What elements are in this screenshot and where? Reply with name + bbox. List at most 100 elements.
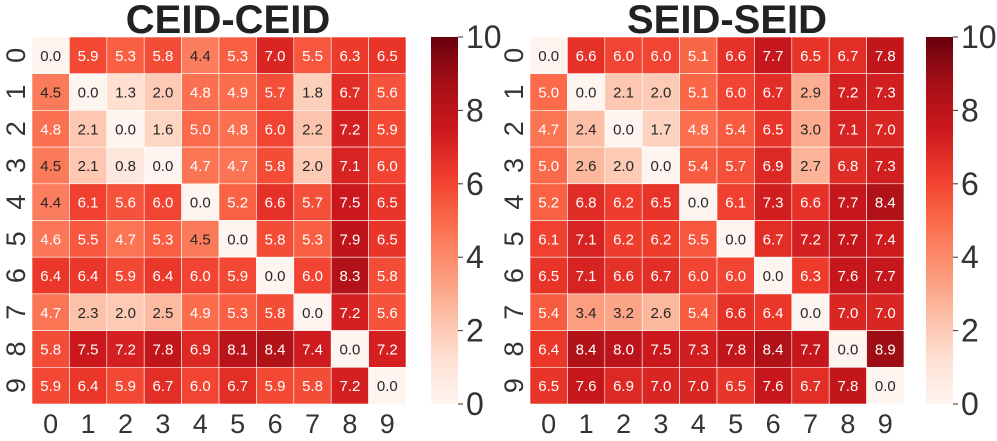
heatmap-cell: [754, 146, 793, 185]
y-tick-label: 3: [1, 158, 31, 173]
cell-value-label: 0.0: [763, 268, 784, 285]
heatmap-cell: [604, 330, 643, 368]
heatmap-cell: [181, 220, 220, 258]
cell-value-label: 8.4: [265, 341, 286, 358]
cell-value-label: 4.9: [190, 305, 211, 322]
cell-value-label: 7.6: [837, 268, 858, 285]
cell-value-label: 7.5: [339, 195, 360, 212]
cell-value-label: 6.0: [725, 85, 746, 102]
y-tick-label: 9: [1, 378, 31, 393]
cell-value-label: 6.5: [377, 231, 398, 248]
cell-value-label: 4.7: [538, 121, 559, 138]
cell-value-label: 7.7: [837, 231, 858, 248]
colorbar-tick-label: 8: [466, 92, 484, 128]
cell-value-label: 8.1: [227, 341, 248, 358]
heatmap-cell: [828, 146, 867, 185]
x-tick-label: 4: [193, 409, 208, 439]
cell-value-label: 7.2: [339, 378, 360, 395]
cell-value-label: 6.0: [265, 121, 286, 138]
heatmap-cell: [293, 330, 332, 368]
cell-value-label: 6.4: [40, 268, 61, 285]
heatmap-cell: [604, 256, 643, 295]
cell-value-label: 6.7: [837, 48, 858, 65]
cell-value-label: 8.9: [875, 341, 896, 358]
colorbar: [431, 37, 458, 404]
heatmap-cell: [604, 73, 643, 111]
heatmap-cell: [368, 146, 407, 185]
cell-value-label: 6.9: [190, 341, 211, 358]
cell-value-label: 7.3: [875, 85, 896, 102]
heatmap-cell: [106, 36, 145, 75]
heatmap-panel-0: CEID-CEID 0.0 5.9 5.3 5.8 4.4 5.3 7.0 5.5 6.3 6.5 4…: [1, 0, 502, 439]
cell-value-label: 6.5: [377, 48, 398, 65]
cell-value-label: 5.3: [227, 305, 248, 322]
heatmap-panel-1: SEID-SEID 0.0 6.6 6.0 6.0 5.1 6.6 7.7 6.5 6.7 7.8 5…: [499, 0, 997, 439]
heatmap-cell: [368, 110, 407, 148]
colorbar-tick-label: 10: [466, 19, 502, 55]
x-tick-label: 8: [840, 409, 855, 439]
cell-value-label: 4.9: [227, 85, 248, 102]
heatmap-cell: [641, 220, 680, 258]
cell-value-label: 0.0: [613, 121, 634, 138]
cell-value-label: 7.0: [875, 121, 896, 138]
cell-value-label: 0.0: [650, 158, 671, 175]
cell-value-label: 0.0: [576, 85, 597, 102]
cell-value-label: 0.0: [800, 305, 821, 322]
cell-value-label: 7.0: [265, 48, 286, 65]
cell-value-label: 5.9: [227, 268, 248, 285]
colorbar-tick-label: 6: [466, 166, 484, 202]
cell-value-label: 4.7: [190, 158, 211, 175]
cell-value-label: 7.1: [339, 158, 360, 175]
heatmap-cell: [716, 220, 755, 258]
cell-value-label: 6.0: [377, 158, 398, 175]
cell-value-label: 6.0: [725, 268, 746, 285]
heatmap-cell: [828, 183, 867, 221]
heatmap-cell: [828, 256, 867, 295]
heatmap-cell: [529, 220, 568, 258]
heatmap-cell: [330, 110, 369, 148]
chart-title: CEID-CEID: [126, 0, 330, 42]
cell-value-label: 6.5: [377, 195, 398, 212]
y-tick-label: 2: [1, 121, 31, 136]
heatmap-cell: [293, 36, 332, 75]
cell-value-label: 2.7: [800, 158, 821, 175]
colorbar-tick-label: 4: [961, 239, 979, 275]
heatmap-cell: [218, 293, 257, 331]
heatmap-cell: [293, 110, 332, 148]
heatmap-cell: [828, 293, 867, 331]
heatmap-cell: [716, 36, 755, 75]
cell-value-label: 6.9: [763, 158, 784, 175]
heatmap-cell: [754, 183, 793, 221]
colorbar: [926, 37, 953, 404]
heatmap-cell: [181, 330, 220, 368]
cell-value-label: 5.0: [538, 85, 559, 102]
cell-value-label: 5.6: [115, 195, 136, 212]
cell-value-label: 5.7: [725, 158, 746, 175]
y-tick-label: 6: [499, 268, 529, 283]
heatmap-cell: [256, 256, 295, 295]
colorbar-tick-label: 8: [961, 92, 979, 128]
x-tick-label: 7: [305, 409, 320, 439]
cell-value-label: 7.3: [688, 341, 709, 358]
cell-value-label: 6.4: [152, 268, 173, 285]
heatmap-cell: [368, 183, 407, 221]
heatmap-cell: [866, 293, 905, 331]
cell-value-label: 4.6: [40, 231, 61, 248]
heatmap-cell: [791, 220, 830, 258]
heatmap-cell: [143, 73, 182, 111]
cell-value-label: 1.3: [115, 85, 136, 102]
cell-value-label: 0.0: [875, 378, 896, 395]
cell-value-label: 5.0: [538, 158, 559, 175]
cell-value-label: 5.8: [40, 341, 61, 358]
cell-value-label: 1.6: [152, 121, 173, 138]
cell-value-label: 6.3: [800, 268, 821, 285]
cell-value-label: 6.7: [650, 268, 671, 285]
heatmap-cell: [330, 220, 369, 258]
heatmap-cell: [293, 183, 332, 221]
heatmap-cell: [256, 293, 295, 331]
cell-value-label: 8.3: [339, 268, 360, 285]
cell-value-label: 6.0: [613, 48, 634, 65]
cell-value-label: 3.4: [576, 305, 597, 322]
heatmap-cell: [143, 330, 182, 368]
heatmap-cell: [368, 73, 407, 111]
